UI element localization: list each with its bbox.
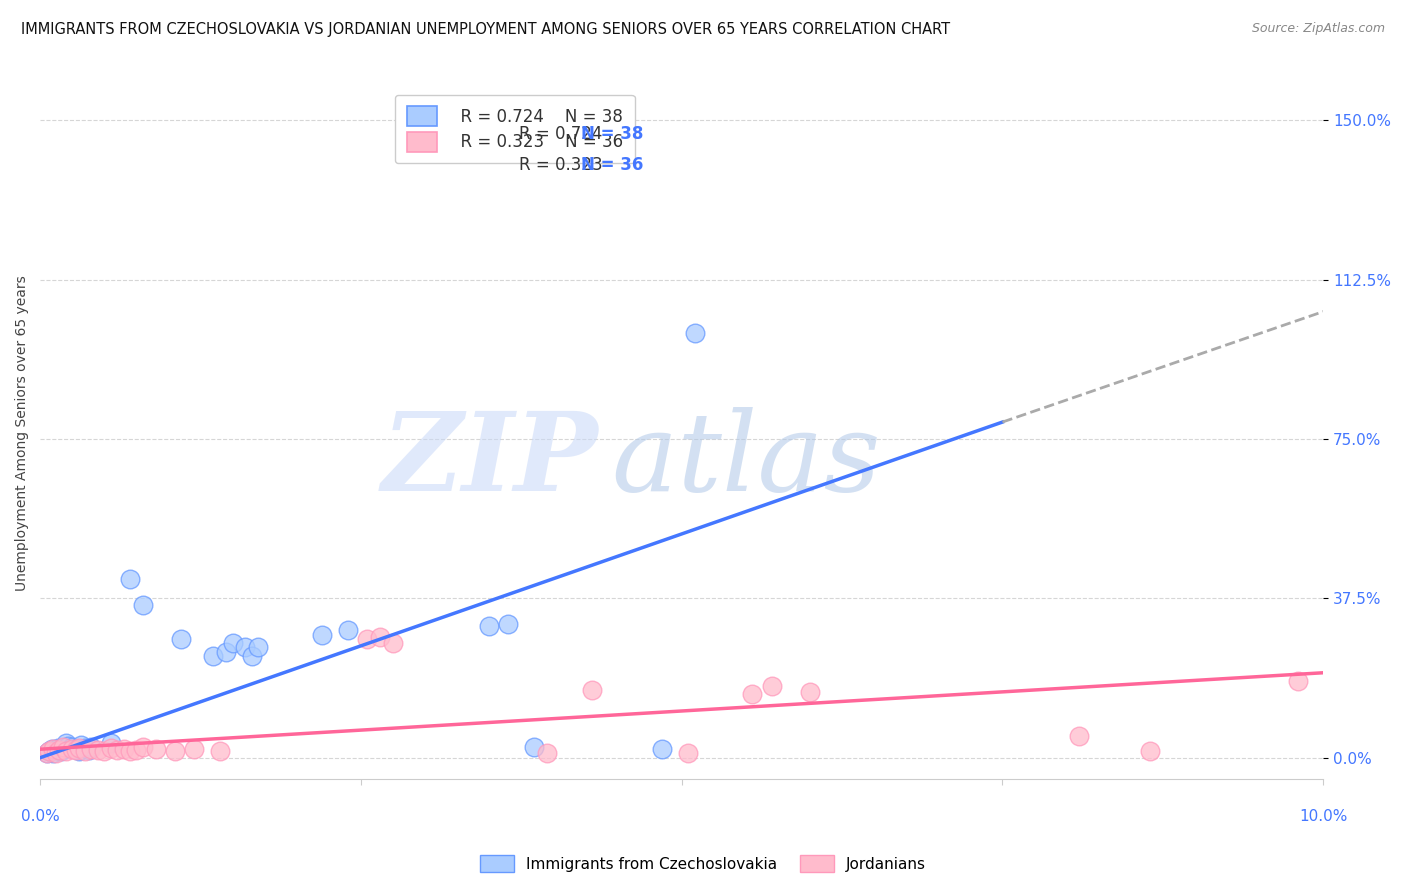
Point xyxy=(112,742,135,756)
Point xyxy=(93,744,115,758)
Point xyxy=(676,746,699,760)
Point xyxy=(118,744,141,758)
Point xyxy=(498,616,520,631)
Point xyxy=(35,747,58,761)
Point xyxy=(77,743,100,757)
Point xyxy=(41,742,63,756)
Point xyxy=(105,743,128,757)
Text: 10.0%: 10.0% xyxy=(1299,809,1347,823)
Legend:   R = 0.724    N = 38,   R = 0.323    N = 36: R = 0.724 N = 38, R = 0.323 N = 36 xyxy=(395,95,634,163)
Point xyxy=(52,742,75,756)
Point xyxy=(118,572,141,586)
Text: Source: ZipAtlas.com: Source: ZipAtlas.com xyxy=(1251,22,1385,36)
Point xyxy=(67,744,90,758)
Text: R = 0.724: R = 0.724 xyxy=(519,125,603,143)
Point xyxy=(87,743,110,757)
Point xyxy=(44,743,66,757)
Y-axis label: Unemployment Among Seniors over 65 years: Unemployment Among Seniors over 65 years xyxy=(15,275,30,591)
Point xyxy=(100,741,122,756)
Point xyxy=(80,740,103,755)
Point xyxy=(1139,744,1161,758)
Point xyxy=(132,740,155,755)
Point xyxy=(523,740,546,755)
Point xyxy=(65,743,87,757)
Point xyxy=(38,744,60,758)
Point xyxy=(202,648,225,663)
Point xyxy=(651,742,673,756)
Point xyxy=(536,746,558,760)
Point xyxy=(44,746,66,760)
Point xyxy=(163,744,186,758)
Point xyxy=(478,619,501,633)
Point xyxy=(382,636,405,650)
Point xyxy=(761,678,783,692)
Text: 0.0%: 0.0% xyxy=(21,809,59,823)
Text: N = 38: N = 38 xyxy=(581,125,644,143)
Point xyxy=(80,742,103,756)
Point xyxy=(208,744,231,758)
Text: atlas: atlas xyxy=(612,407,880,514)
Point xyxy=(70,738,93,752)
Point xyxy=(221,636,243,650)
Point xyxy=(311,627,333,641)
Point xyxy=(145,742,167,756)
Point xyxy=(183,742,205,756)
Point xyxy=(55,736,77,750)
Point xyxy=(35,747,58,761)
Text: IMMIGRANTS FROM CZECHOSLOVAKIA VS JORDANIAN UNEMPLOYMENT AMONG SENIORS OVER 65 Y: IMMIGRANTS FROM CZECHOSLOVAKIA VS JORDAN… xyxy=(21,22,950,37)
Point xyxy=(368,630,391,644)
Point xyxy=(247,640,270,655)
Point xyxy=(49,744,72,758)
Point xyxy=(55,744,77,758)
Text: ZIP: ZIP xyxy=(381,407,599,514)
Point xyxy=(132,598,155,612)
Point xyxy=(46,741,69,756)
Point xyxy=(100,736,122,750)
Point xyxy=(58,739,80,753)
Point xyxy=(581,682,603,697)
Point xyxy=(799,685,821,699)
Point xyxy=(215,644,238,658)
Point xyxy=(235,640,257,655)
Point xyxy=(42,742,65,756)
Point xyxy=(65,742,87,756)
Point xyxy=(683,326,706,340)
Point xyxy=(1069,730,1091,744)
Point xyxy=(60,742,83,756)
Text: N = 36: N = 36 xyxy=(581,156,644,174)
Text: R = 0.323: R = 0.323 xyxy=(519,156,603,174)
Point xyxy=(67,741,90,756)
Point xyxy=(1286,674,1309,689)
Point xyxy=(125,743,148,757)
Point xyxy=(73,741,96,756)
Point xyxy=(52,740,75,755)
Legend: Immigrants from Czechoslovakia, Jordanians: Immigrants from Czechoslovakia, Jordania… xyxy=(472,847,934,880)
Point xyxy=(337,624,360,638)
Point xyxy=(48,743,70,757)
Point xyxy=(356,632,378,646)
Point xyxy=(240,648,263,663)
Point xyxy=(60,740,83,755)
Point xyxy=(73,744,96,758)
Point xyxy=(38,744,60,758)
Point xyxy=(42,746,65,760)
Point xyxy=(741,687,763,701)
Point xyxy=(170,632,193,646)
